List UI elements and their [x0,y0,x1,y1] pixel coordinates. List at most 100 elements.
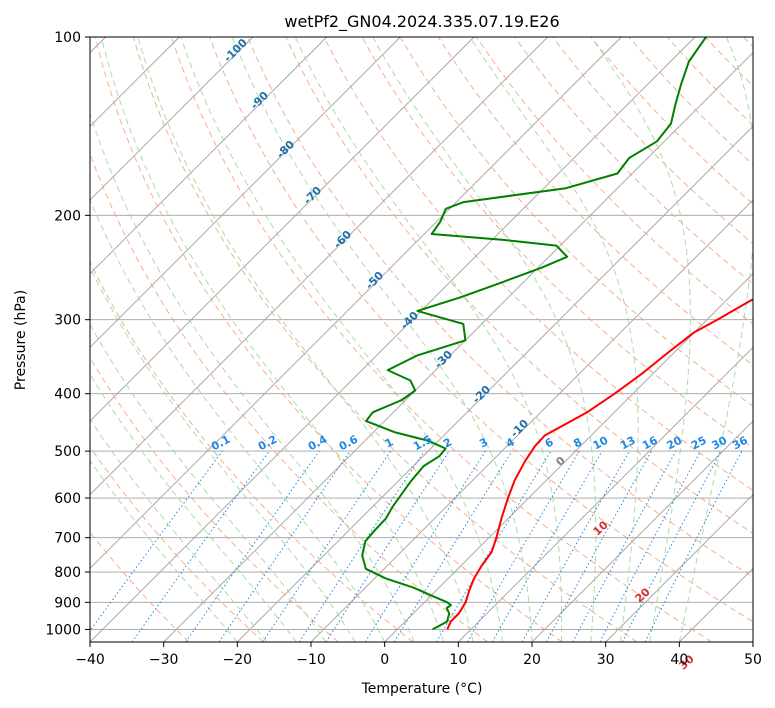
isotherm-line [90,37,401,348]
x-tick-label: 10 [449,652,467,668]
isopleth-label: -10 [508,417,531,440]
dry-adiabat-line [437,37,753,366]
isotherm-line [458,346,753,642]
plot-frame [89,36,754,643]
y-tick-label: 800 [54,565,81,581]
dewpoint-profile-line [361,37,707,631]
mixing-ratio-line [393,450,513,642]
moist-adiabat-line [90,418,268,642]
isopleth-label: 16 [640,434,660,453]
y-axis-label: Pressure (hPa) [13,290,29,390]
dry-adiabat-line [476,37,753,325]
isopleth-label: 0.1 [209,433,232,454]
y-tick-label: 700 [54,531,81,547]
moist-adiabat-line [90,111,415,642]
y-tick-label: 900 [54,595,81,611]
isopleth-label: -40 [398,309,421,332]
moist-adiabat-line [90,198,386,642]
isotherm-line [90,37,622,569]
mixing-ratio-line [491,450,603,642]
moist-adiabat-line [678,37,753,642]
moist-adiabat-line [100,37,445,642]
moist-adiabat-line [90,266,356,642]
moist-adiabat-line [137,37,474,642]
isopleth-label: 1 [383,435,396,450]
isotherm-line [90,37,548,496]
isotherm-line [679,567,753,642]
moist-adiabat-line [231,37,533,642]
dry-adiabat-line [90,152,488,642]
isotherm-line [531,420,753,642]
temperature-profile-line [446,298,753,630]
x-tick-label: −10 [296,652,326,668]
y-axis-ticks: 1000 900 800 700 600 500 400 300 200 100 [45,30,90,638]
isopleth-label: 36 [730,434,750,453]
dry-adiabat-line [90,356,339,642]
moist-adiabat-line [372,37,597,642]
isopleth-label: 0.6 [337,433,361,454]
isotherm-line [752,641,753,642]
isopleth-label: 1.5 [411,433,434,454]
mixing-ratio-lines [90,450,743,642]
mixing-ratio-line [364,450,486,642]
isopleth-label: -80 [274,138,297,161]
dry-adiabat-line [132,37,638,642]
pressure-grid-lines [90,37,753,630]
isopleth-label: 10 [591,518,611,538]
moist-adiabat-line [180,37,503,642]
isopleth-label: 20 [664,434,684,453]
dry-adiabat-line [90,446,264,642]
y-tick-label: 600 [54,491,81,507]
isotherm-lines [90,37,753,642]
x-tick-label: 40 [670,652,688,668]
isopleth-label: -20 [470,383,493,406]
dry-adiabat-line [90,260,414,642]
dry-adiabats [90,37,753,642]
x-axis-label: Temperature (°C) [361,681,483,697]
mixing-ratio-line [521,450,630,642]
dry-adiabat-line [704,37,753,87]
dry-adiabat-line [514,37,753,285]
isopleth-label: 13 [618,434,638,453]
mixing-ratio-line [90,450,223,632]
isotherm-line [310,199,753,642]
mixing-ratio-line [298,450,425,642]
moist-adiabat-line [90,373,297,642]
isotherm-line [90,37,254,201]
x-tick-label: 20 [523,652,541,668]
dry-adiabat-line [590,37,753,205]
y-tick-label: 300 [54,313,81,329]
isopleth-label: -50 [363,269,386,292]
mixing-ratio-line [218,450,351,642]
isopleth-label: 8 [571,435,584,450]
isopleth-label: -90 [248,89,271,112]
dry-adiabat-line [552,37,753,245]
x-tick-label: −40 [75,652,105,668]
y-tick-label: 400 [54,387,81,403]
dry-adiabat-line [209,37,753,623]
moist-adiabat-line [294,37,563,642]
dry-adiabat-line [323,37,753,491]
x-tick-label: 30 [597,652,615,668]
isopleth-label: -70 [301,184,324,207]
chart-title: wetPf2_GN04.2024.335.07.19.E26 [284,12,559,32]
profile-lines [361,37,753,631]
y-tick-label: 200 [54,208,81,224]
isopleth-label: -30 [432,348,455,371]
x-tick-label: −30 [149,652,179,668]
isopleth-label: 3 [477,435,490,450]
x-axis-ticks: −40 −30 −20 −10 0 10 20 30 40 50 [75,642,762,668]
isotherm-line [90,37,696,642]
x-tick-label: 0 [380,652,389,668]
isopleth-label: -100 [221,36,250,65]
moist-adiabat-line [590,37,691,642]
y-tick-label: 500 [54,444,81,460]
mixing-ratio-line [262,450,392,642]
mixing-ratio-line [545,450,653,642]
dry-adiabat-line [628,37,753,166]
isotherm-line [90,37,327,275]
moist-adiabat-line [469,37,639,642]
moist-adiabat-line [90,459,238,642]
y-tick-label: 100 [54,30,81,46]
